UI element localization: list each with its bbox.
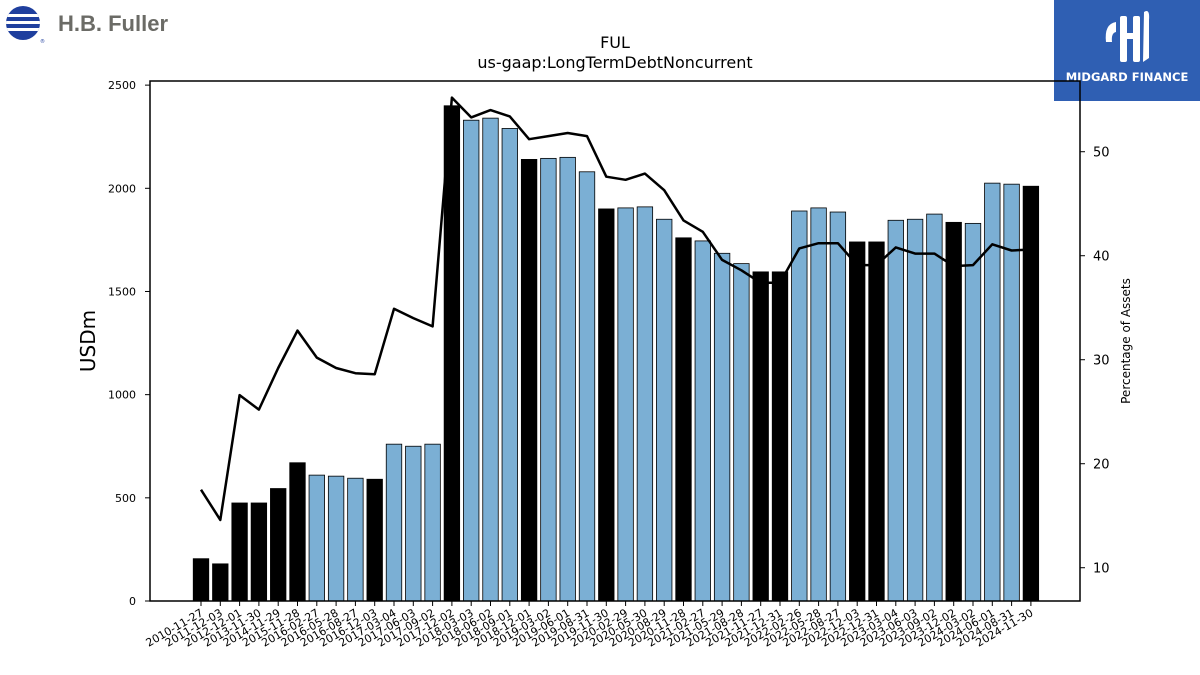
bar bbox=[327, 475, 345, 602]
bar bbox=[810, 207, 827, 602]
chart-title: FUL bbox=[600, 33, 630, 52]
bar bbox=[540, 157, 557, 602]
brand-logo-text: MIDGARD FINANCE bbox=[1066, 70, 1189, 84]
plot-frame bbox=[149, 80, 1081, 602]
y-axis-label: USDm bbox=[76, 310, 100, 372]
y-tick-label: 1000 bbox=[108, 389, 136, 402]
y-tick-label: 2000 bbox=[108, 182, 136, 195]
bar bbox=[617, 207, 634, 602]
bar bbox=[733, 263, 750, 602]
y-axis: 0 500 1000 1500 2000 2500 bbox=[108, 79, 150, 608]
bar bbox=[289, 462, 306, 602]
bar bbox=[578, 171, 596, 602]
y2-tick-label: 20 bbox=[1093, 458, 1110, 473]
brand-logo: MIDGARD FINANCE bbox=[1054, 0, 1200, 101]
bar bbox=[385, 443, 403, 602]
bar bbox=[713, 252, 731, 602]
bar bbox=[1022, 185, 1040, 602]
y-tick-label: 2500 bbox=[108, 79, 136, 92]
y-tick-label: 500 bbox=[115, 492, 136, 505]
bar bbox=[752, 271, 769, 602]
bar bbox=[212, 563, 229, 602]
y2-tick-label: 30 bbox=[1093, 354, 1110, 369]
bar bbox=[675, 237, 692, 602]
bar bbox=[868, 241, 885, 602]
bar bbox=[366, 478, 383, 602]
line-series bbox=[199, 96, 1031, 522]
bar bbox=[636, 206, 654, 602]
y2-tick-label: 40 bbox=[1093, 250, 1110, 265]
bar bbox=[945, 221, 962, 602]
bar bbox=[347, 477, 364, 602]
bar bbox=[829, 211, 847, 602]
bar-series bbox=[192, 105, 1040, 602]
bar bbox=[849, 241, 866, 602]
bar bbox=[598, 208, 615, 602]
bar bbox=[270, 488, 287, 602]
bar bbox=[482, 117, 499, 602]
bar bbox=[656, 218, 673, 602]
bar bbox=[559, 156, 576, 602]
company-logo-text: H.B. Fuller bbox=[58, 11, 168, 36]
bar bbox=[250, 502, 268, 602]
brand-logo-graphic: MIDGARD FINANCE bbox=[1066, 11, 1189, 84]
bar bbox=[926, 213, 943, 602]
bar bbox=[964, 222, 982, 602]
bar bbox=[405, 445, 422, 602]
percentage-line bbox=[199, 96, 1031, 522]
y2-tick-label: 50 bbox=[1093, 146, 1110, 161]
bar bbox=[771, 271, 789, 602]
bar bbox=[192, 558, 210, 602]
bar bbox=[520, 159, 538, 602]
bar bbox=[463, 119, 480, 602]
y2-axis: 10 20 30 40 50 bbox=[1080, 146, 1110, 577]
bar bbox=[424, 443, 441, 602]
bar bbox=[501, 128, 518, 602]
chart-subtitle: us-gaap:LongTermDebtNoncurrent bbox=[477, 53, 752, 72]
bar bbox=[443, 105, 461, 602]
y2-tick-label: 10 bbox=[1093, 562, 1110, 577]
bar bbox=[694, 240, 711, 602]
bar bbox=[308, 474, 325, 602]
y2-axis-label: Percentage of Assets bbox=[1119, 278, 1133, 404]
bar bbox=[791, 210, 808, 602]
y-tick-label: 0 bbox=[129, 595, 136, 608]
svg-text:®: ® bbox=[40, 38, 45, 44]
globe-icon bbox=[6, 6, 40, 40]
company-logo-graphic: ® H.B. Fuller bbox=[6, 6, 168, 45]
bar bbox=[1003, 183, 1020, 602]
company-logo: ® H.B. Fuller bbox=[4, 4, 194, 45]
y-tick-label: 1500 bbox=[108, 285, 136, 298]
bar bbox=[906, 218, 924, 602]
bar bbox=[887, 219, 904, 602]
bar bbox=[231, 502, 248, 602]
brand-mark-icon bbox=[1105, 11, 1150, 62]
x-axis: 2010-11-272011-12-032012-12-012013-11-30… bbox=[144, 601, 1035, 650]
